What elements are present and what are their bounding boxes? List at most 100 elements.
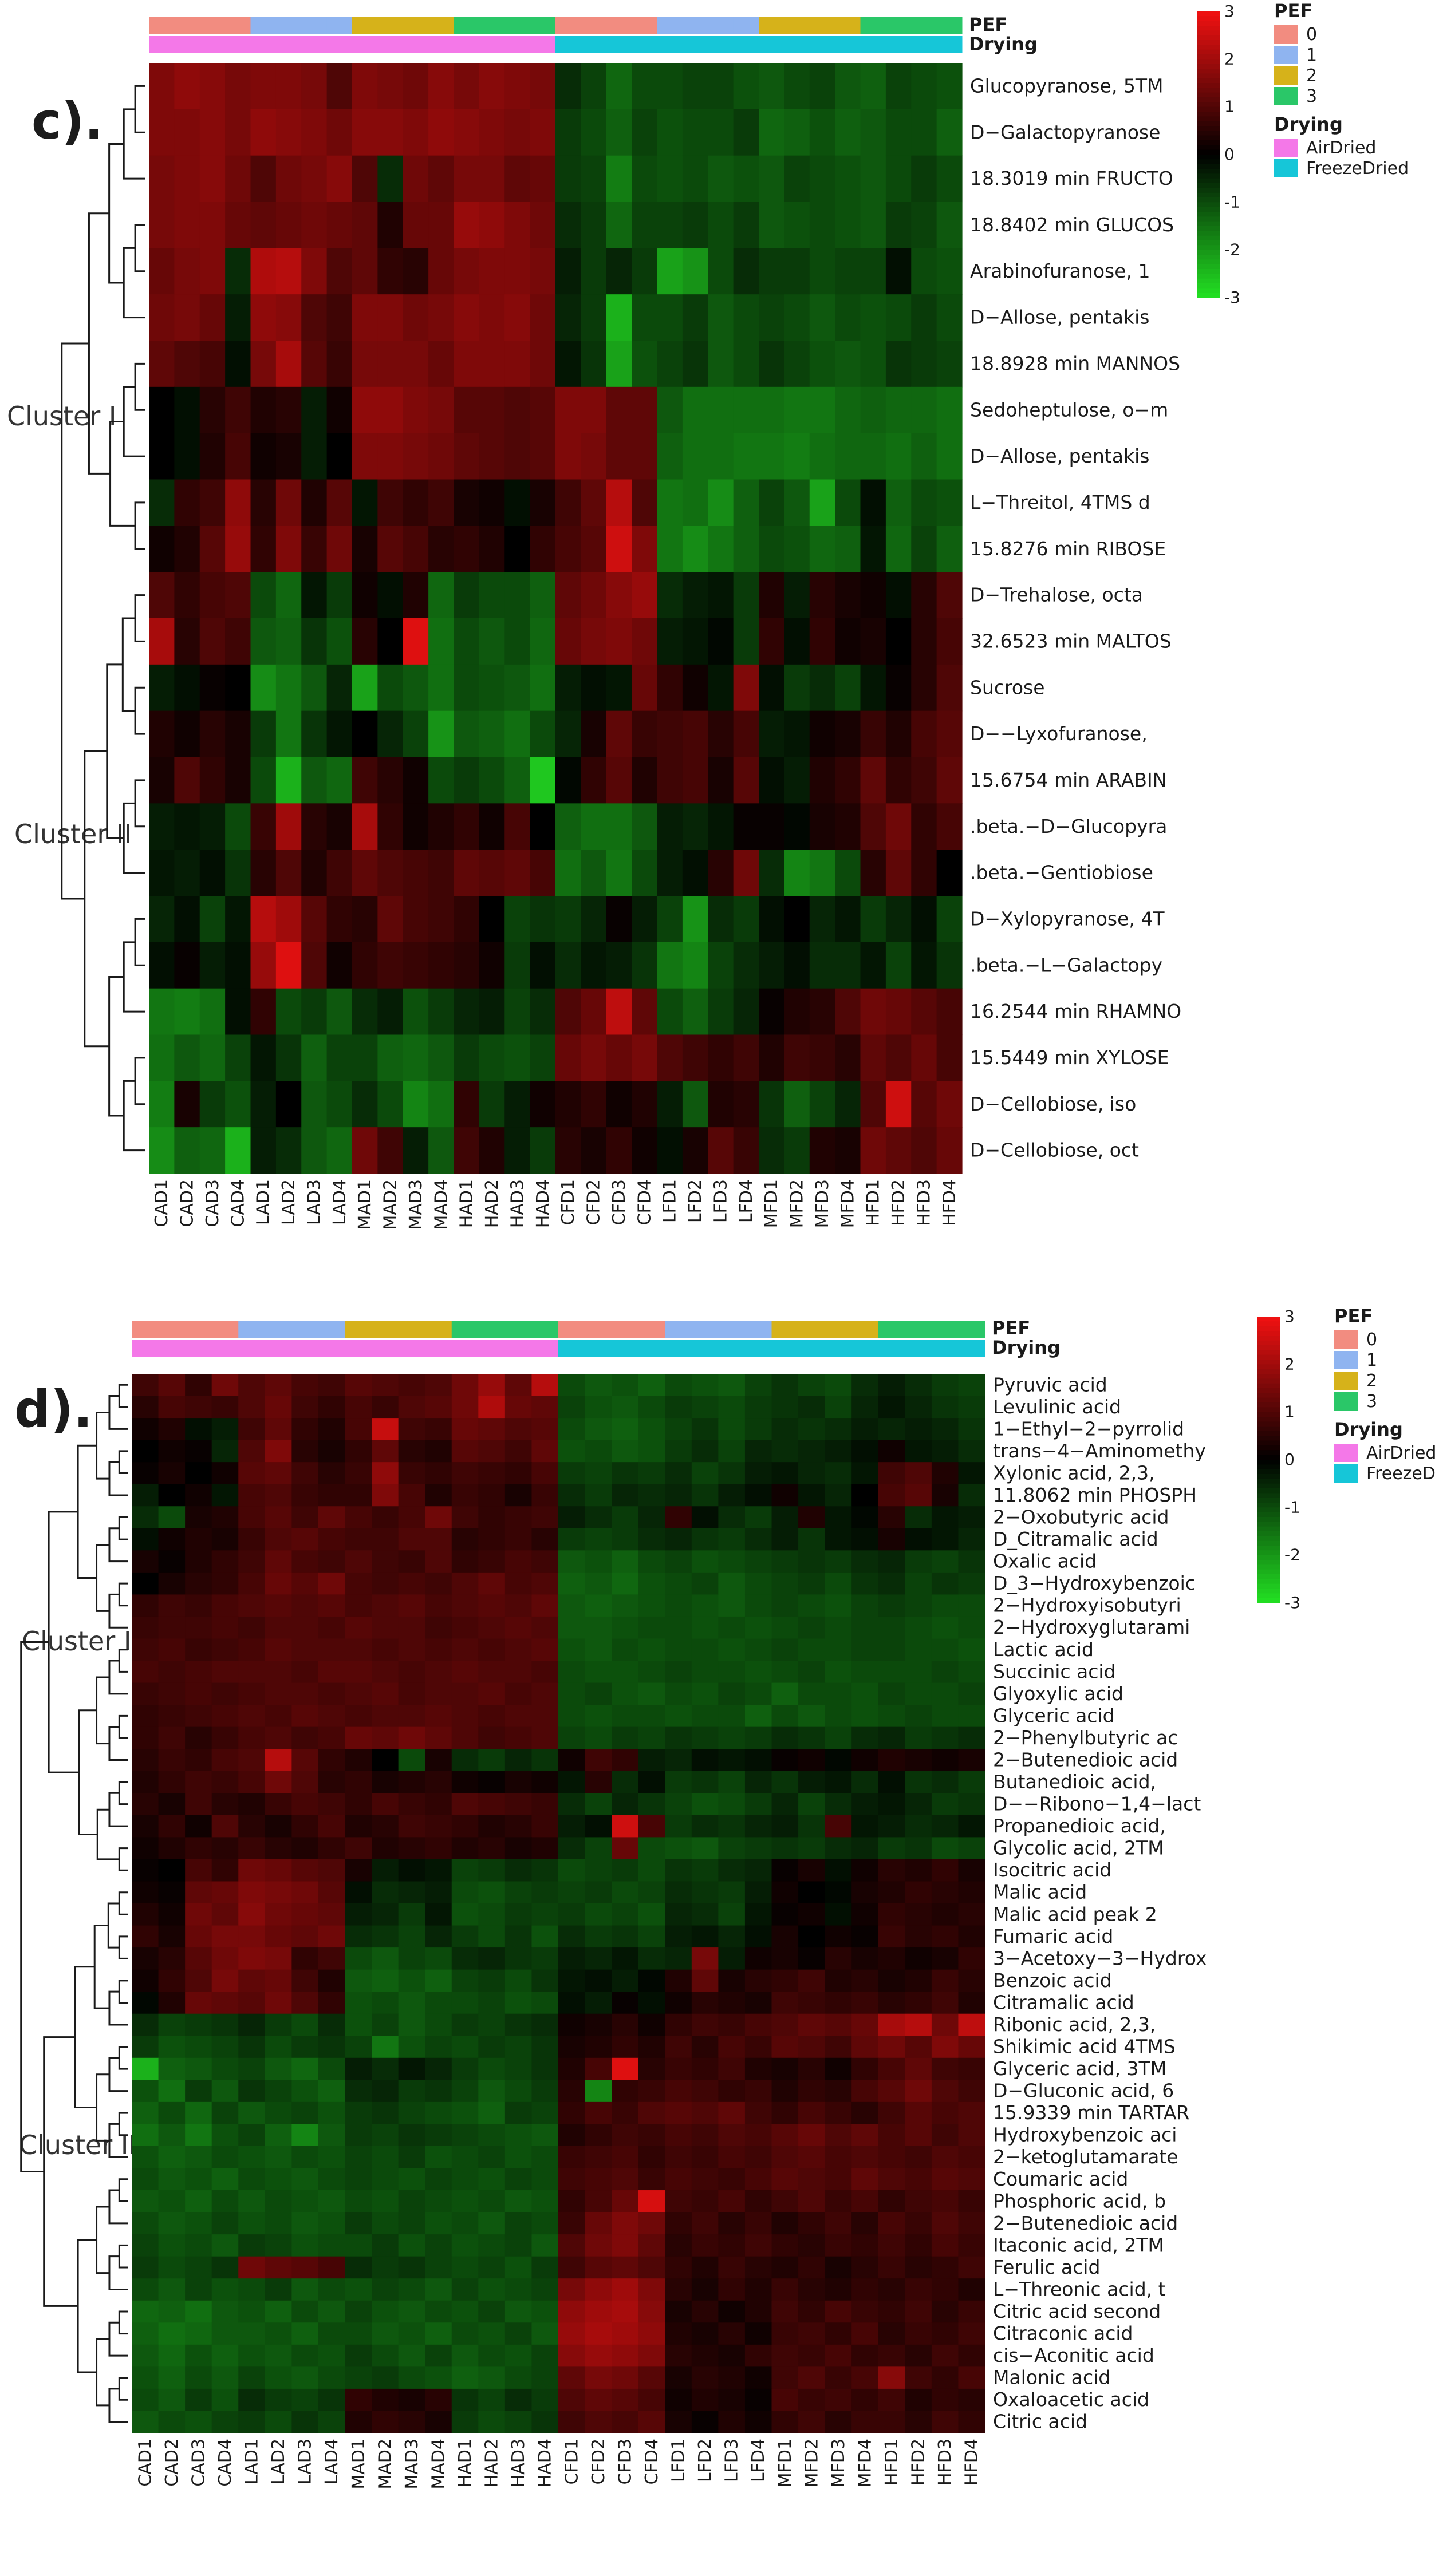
heatmap-cell bbox=[199, 155, 226, 203]
heatmap-cell bbox=[691, 1462, 719, 1485]
heatmap-cell bbox=[530, 1127, 556, 1174]
heatmap-cell bbox=[638, 1594, 665, 1617]
heatmap-cell bbox=[158, 2388, 186, 2412]
heatmap-cell bbox=[581, 1034, 607, 1081]
heatmap-cell bbox=[911, 572, 937, 619]
heatmap-cell bbox=[878, 1462, 905, 1485]
heatmap-cell bbox=[851, 1992, 879, 2014]
heatmap-cell bbox=[185, 2256, 212, 2279]
heatmap-cell bbox=[530, 664, 556, 712]
heatmap-cell bbox=[581, 1127, 607, 1174]
heatmap-cell bbox=[403, 294, 429, 341]
colorbar-segment bbox=[1197, 30, 1220, 36]
heatmap-cell bbox=[860, 942, 886, 989]
heatmap-cell bbox=[211, 1528, 239, 1551]
heatmap-cell bbox=[905, 2212, 932, 2235]
heatmap-cell bbox=[878, 2124, 905, 2147]
column-label: HAD4 bbox=[533, 1179, 553, 1228]
heatmap-cell bbox=[425, 1682, 452, 1705]
heatmap-cell bbox=[454, 988, 480, 1036]
colorbar-segment bbox=[1197, 245, 1220, 251]
heatmap-cell bbox=[835, 479, 861, 526]
drying-annotation-cell bbox=[451, 1340, 479, 1357]
heatmap-cell bbox=[149, 618, 175, 665]
heatmap-cell bbox=[931, 1440, 959, 1463]
heatmap-cell bbox=[771, 1947, 799, 1970]
heatmap-cell bbox=[530, 479, 556, 526]
heatmap-cell bbox=[878, 2256, 905, 2279]
heatmap-cell bbox=[878, 1771, 905, 1793]
heatmap-cell bbox=[149, 850, 175, 896]
heatmap-cell bbox=[771, 2124, 799, 2147]
heatmap-cell bbox=[326, 479, 353, 526]
heatmap-cell bbox=[905, 1969, 932, 1992]
heatmap-cell bbox=[149, 896, 175, 943]
heatmap-cell bbox=[744, 1969, 772, 1992]
heatmap-cell bbox=[581, 757, 607, 804]
heatmap-cell bbox=[771, 1506, 799, 1529]
heatmap-cell bbox=[585, 2322, 612, 2345]
heatmap-cell bbox=[504, 1081, 531, 1128]
heatmap-cell bbox=[860, 294, 886, 341]
drying-legend-swatch bbox=[1334, 1444, 1358, 1462]
heatmap-cell bbox=[478, 1484, 506, 1507]
heatmap-cell bbox=[784, 109, 810, 156]
heatmap-cell bbox=[558, 2080, 586, 2103]
heatmap-cell bbox=[606, 803, 632, 850]
heatmap-cell bbox=[275, 618, 302, 665]
heatmap-cell bbox=[936, 341, 963, 388]
heatmap-cell bbox=[825, 1616, 852, 1639]
heatmap-cell bbox=[504, 1572, 533, 1595]
heatmap-cell bbox=[798, 1418, 826, 1441]
heatmap-cell bbox=[632, 1034, 658, 1081]
column-label: LFD1 bbox=[669, 2439, 689, 2482]
heatmap-cell bbox=[558, 1992, 586, 2014]
heatmap-cell bbox=[555, 63, 581, 110]
heatmap-cell bbox=[425, 2388, 452, 2412]
heatmap-cell bbox=[905, 1705, 932, 1728]
heatmap-cell bbox=[612, 1616, 639, 1639]
heatmap-cell bbox=[149, 1127, 175, 1174]
heatmap-cell bbox=[428, 433, 455, 480]
heatmap-cell bbox=[451, 1550, 479, 1573]
heatmap-cell bbox=[326, 988, 353, 1036]
heatmap-cell bbox=[718, 1638, 746, 1661]
heatmap-cell bbox=[638, 1969, 665, 1992]
heatmap-cell bbox=[657, 1127, 683, 1174]
heatmap-cell bbox=[665, 2124, 692, 2147]
heatmap-cell bbox=[428, 942, 455, 989]
heatmap-cell bbox=[301, 479, 328, 526]
heatmap-cell bbox=[291, 2366, 319, 2389]
colorbar-segment bbox=[1257, 1579, 1280, 1585]
heatmap-cell bbox=[398, 1925, 425, 1948]
heatmap-cell bbox=[885, 479, 912, 526]
heatmap-cell bbox=[665, 2212, 692, 2235]
heatmap-cell bbox=[931, 1506, 959, 1529]
row-label: Citraconic acid bbox=[993, 2322, 1133, 2345]
heatmap-cell bbox=[403, 942, 429, 989]
heatmap-cell bbox=[555, 433, 581, 480]
heatmap-cell bbox=[558, 1969, 586, 1992]
heatmap-cell bbox=[352, 664, 378, 712]
heatmap-cell bbox=[759, 155, 784, 203]
heatmap-cell bbox=[425, 2411, 452, 2433]
heatmap-cell bbox=[878, 2190, 905, 2213]
heatmap-cell bbox=[931, 2190, 959, 2213]
heatmap-cell bbox=[878, 1594, 905, 1617]
heatmap-cell bbox=[581, 710, 607, 758]
heatmap-cell bbox=[878, 2013, 905, 2036]
heatmap-cell bbox=[345, 2057, 372, 2080]
heatmap-cell bbox=[174, 202, 200, 248]
heatmap-cell bbox=[809, 710, 835, 758]
heatmap-cell bbox=[682, 664, 708, 712]
heatmap-cell bbox=[185, 2322, 212, 2345]
heatmap-cell bbox=[428, 850, 455, 896]
heatmap-cell bbox=[225, 1127, 251, 1174]
heatmap-cell bbox=[398, 1992, 425, 2014]
heatmap-cell bbox=[132, 1550, 159, 1573]
heatmap-cell bbox=[211, 1925, 239, 1948]
pef-annotation-cell bbox=[606, 17, 632, 34]
column-label: MAD2 bbox=[381, 1179, 401, 1230]
heatmap-cell bbox=[238, 1418, 266, 1441]
heatmap-cell bbox=[199, 433, 226, 480]
